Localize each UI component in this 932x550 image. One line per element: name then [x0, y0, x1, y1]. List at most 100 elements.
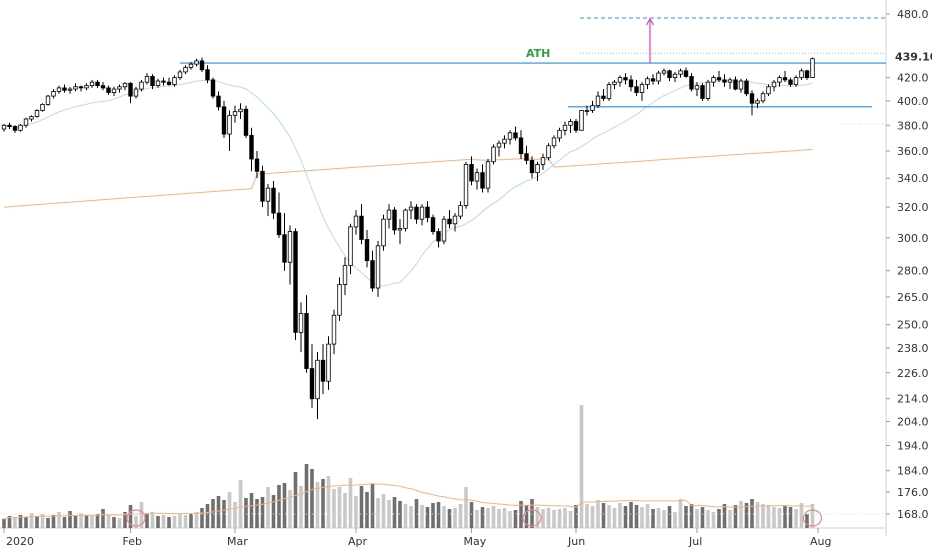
volume-bars [2, 405, 823, 528]
candle-body [194, 60, 199, 65]
volume-bar [497, 509, 501, 528]
volume-bar [783, 506, 787, 528]
candle-body [12, 126, 18, 131]
y-tick-label: 400.0 [897, 95, 929, 108]
x-tick-label: Mar [227, 535, 248, 548]
volume-bar [557, 509, 562, 528]
volume-bar [568, 511, 573, 528]
candle-body [84, 85, 89, 89]
candle-body [78, 86, 84, 89]
volume-bar [601, 503, 606, 528]
volume-bar [376, 498, 380, 528]
volume-bar [607, 505, 611, 528]
volume-bar [447, 509, 452, 528]
candle-body [672, 73, 678, 78]
volume-bar [387, 500, 391, 528]
candle-body [458, 205, 463, 217]
volume-bar [491, 506, 496, 528]
y-tick-label: 194.0 [897, 439, 929, 452]
volume-circle [522, 509, 542, 527]
candle-body [117, 86, 122, 90]
volume-bar [673, 512, 677, 528]
candle-body [359, 215, 364, 240]
volume-bar [299, 486, 303, 528]
candle-body [106, 87, 111, 93]
candle-body [452, 215, 458, 225]
volume-bar [216, 496, 221, 528]
volume-bar [139, 502, 144, 528]
x-tick-label: 2020 [6, 535, 34, 548]
volume-bar [761, 504, 765, 528]
volume-bar [117, 518, 122, 528]
candle-body [529, 159, 535, 174]
volume-bar [68, 511, 72, 528]
candle-body [436, 231, 441, 242]
candle-body [716, 77, 722, 81]
volume-bar [656, 508, 661, 528]
volume-bar [475, 510, 479, 528]
candle-body [95, 81, 100, 87]
candle-body [799, 70, 804, 78]
x-tick-label: Jun [567, 535, 585, 548]
candle-body [271, 187, 276, 214]
candle-body [513, 132, 518, 139]
volume-bar [574, 505, 578, 528]
candle-body [227, 114, 232, 135]
y-tick-label: 420.0 [897, 72, 929, 85]
candle-body [551, 137, 557, 147]
candle-body [535, 164, 540, 174]
volume-bar [810, 504, 815, 528]
volume-bar [266, 487, 270, 528]
volume-bar [359, 486, 364, 528]
y-tick-label: 214.0 [897, 393, 929, 406]
volume-bar [678, 499, 683, 528]
candle-body [183, 67, 188, 73]
candle-body [370, 260, 375, 289]
x-tick-label: Aug [810, 535, 831, 548]
candle-body [606, 84, 612, 99]
volume-bar [293, 472, 298, 528]
candle-body [469, 164, 474, 182]
y-tick-label: 300.0 [897, 232, 929, 245]
volume-bar [552, 510, 556, 528]
candle-body [342, 265, 348, 285]
candle-body [782, 77, 788, 81]
volume-bar [46, 518, 50, 528]
volume-bar [73, 516, 78, 528]
candle-body [23, 118, 29, 126]
candle-body [601, 95, 606, 99]
volume-bar [260, 497, 265, 528]
volume-bar [18, 515, 23, 528]
volume-bar [29, 513, 34, 528]
volume-bar [101, 509, 105, 528]
y-tick-label: 360.0 [897, 145, 929, 158]
moving-averages [3, 79, 813, 287]
candle-body [221, 106, 227, 135]
candle-body [199, 60, 205, 71]
y-tick-label: 320.0 [897, 201, 929, 214]
candle-body [282, 234, 287, 263]
grid-lines [0, 0, 887, 536]
volume-bar [7, 516, 12, 528]
candle-body [298, 312, 304, 333]
candle-body [568, 121, 573, 126]
volume-bar [772, 507, 776, 528]
candle-body [705, 81, 711, 99]
volume-bar [310, 469, 314, 528]
volume-bar [205, 504, 210, 528]
volume-bar [728, 510, 732, 528]
volume-bar [409, 506, 413, 528]
volume-bar [469, 502, 474, 528]
candle-body [293, 231, 298, 333]
candle-body [100, 85, 106, 89]
candle-body [474, 172, 480, 182]
candle-body [331, 314, 337, 345]
volume-bar [145, 514, 149, 528]
volume-bar [508, 511, 512, 528]
candle-body [392, 209, 397, 231]
candle-body [155, 80, 161, 87]
candle-body [51, 91, 56, 97]
candle-body [507, 132, 513, 140]
y-tick-label: 265.0 [897, 291, 929, 304]
volume-bar [805, 514, 809, 528]
